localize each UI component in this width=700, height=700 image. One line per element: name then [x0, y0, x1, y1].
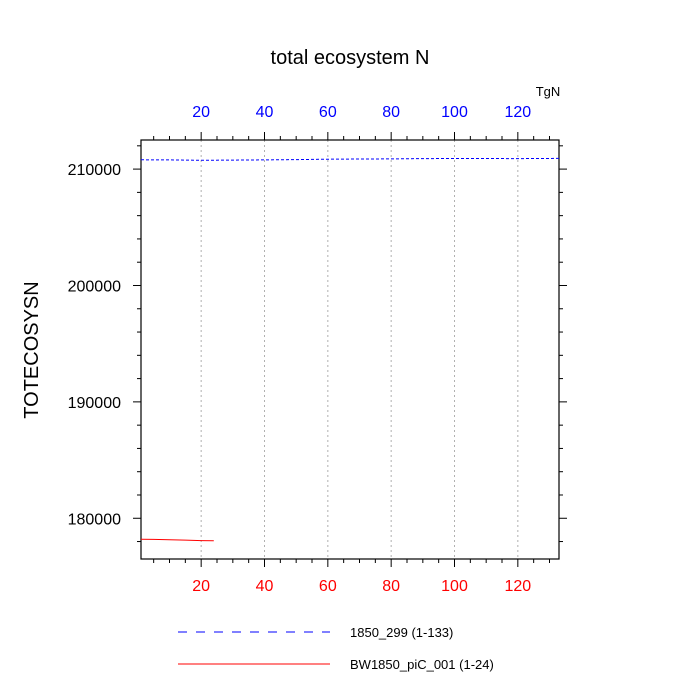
- chart-title: total ecosystem N: [271, 47, 430, 69]
- y-axis-title: TOTECOSYSN: [21, 281, 43, 418]
- x-tick-label-bottom-80: 80: [382, 578, 400, 595]
- legend: 1850_299 (1-133) BW1850_piC_001 (1-24): [178, 625, 494, 672]
- x-tick-label-top-80: 80: [382, 104, 400, 121]
- y-tick-label-180000: 180000: [68, 511, 121, 528]
- plot-frame: [140, 139, 560, 560]
- legend-label-2: BW1850_piC_001 (1-24): [350, 657, 494, 672]
- x-tick-label-bottom-120: 120: [504, 578, 531, 595]
- units-label: TgN: [536, 84, 561, 99]
- x-tick-label-bottom-20: 20: [192, 578, 210, 595]
- x-tick-label-top-20: 20: [192, 104, 210, 121]
- series-line-1: [140, 157, 560, 161]
- y-tick-label-210000: 210000: [68, 162, 121, 179]
- x-tick-label-bottom-40: 40: [256, 578, 274, 595]
- x-tick-label-top-40: 40: [256, 104, 274, 121]
- legend-label-1: 1850_299 (1-133): [350, 625, 453, 640]
- x-tick-label-bottom-60: 60: [319, 578, 337, 595]
- x-tick-label-bottom-100: 100: [441, 578, 468, 595]
- x-tick-label-top-100: 100: [441, 104, 468, 121]
- x-tick-label-top-120: 120: [504, 104, 531, 121]
- y-tick-label-200000: 200000: [68, 278, 121, 295]
- y-tick-label-190000: 190000: [68, 395, 121, 412]
- series-line-2: [140, 538, 214, 542]
- x-tick-label-top-60: 60: [319, 104, 337, 121]
- plot-area: 20 20 40 40 60 60 80 80 100 100 120 120 180000 190000…: [68, 104, 567, 595]
